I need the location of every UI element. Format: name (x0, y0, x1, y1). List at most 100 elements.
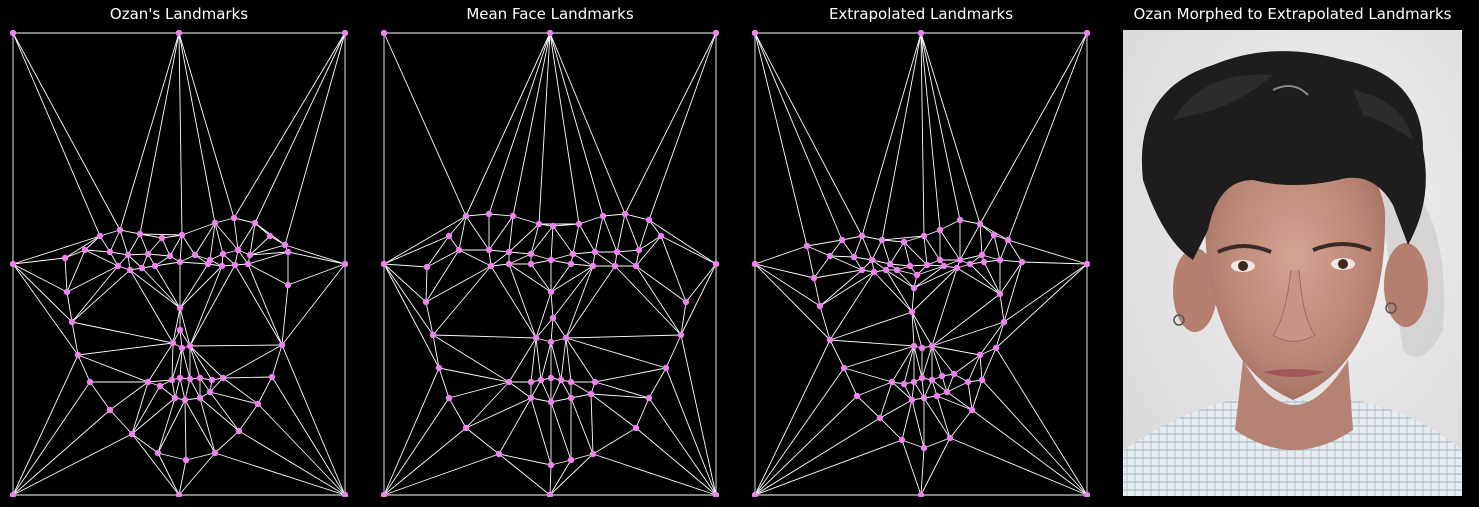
landmark-point (455, 246, 463, 254)
mesh-edge (64, 257, 68, 293)
mesh-edge (939, 229, 961, 261)
mesh-edge (624, 213, 640, 251)
mesh-edge (127, 233, 141, 256)
mesh-edge (535, 317, 554, 339)
morphed-face-photo (1123, 30, 1462, 496)
mesh-edge (488, 213, 514, 217)
mesh-edge (383, 367, 440, 496)
mesh-edge (680, 301, 687, 336)
landmark-point (234, 246, 242, 254)
mesh-edge (249, 222, 256, 256)
mesh-edge (383, 263, 440, 369)
mesh-edge (979, 354, 983, 381)
mesh-edge (861, 235, 873, 261)
mesh-edge (967, 381, 973, 411)
landmark-point (910, 378, 918, 386)
landmark-point (936, 226, 944, 234)
mesh-edge (901, 439, 922, 496)
mesh-edge (233, 217, 239, 251)
landmark-point (928, 342, 936, 350)
landmark-point (1083, 260, 1090, 268)
mesh-edge (432, 265, 492, 336)
landmark-point (978, 251, 986, 259)
mesh-edge (179, 377, 186, 401)
mesh-edge (921, 377, 925, 399)
landmark-point (621, 210, 629, 218)
landmark-point (485, 246, 493, 254)
mesh-edge (881, 239, 891, 265)
mesh-edge (189, 378, 201, 399)
landmark-point (910, 284, 918, 292)
mesh-edge (157, 397, 176, 454)
landmark-point (186, 342, 194, 350)
mesh-edge (512, 32, 551, 217)
landmark-point (712, 260, 719, 268)
mesh-edge (214, 452, 346, 496)
mesh-edge (856, 395, 881, 419)
mesh-edge (147, 237, 163, 255)
landmark-point (128, 430, 136, 438)
landmark-point (144, 378, 152, 386)
landmark-point (445, 232, 453, 240)
landmark-point (567, 456, 575, 464)
mesh-edge (956, 267, 1001, 295)
mesh-edge (161, 237, 171, 257)
mesh-edge (806, 239, 843, 247)
mesh-edge (648, 219, 662, 237)
landmark-point (853, 392, 861, 400)
mesh-edge (425, 301, 434, 336)
landmark-point (341, 30, 348, 37)
mesh-edge (12, 381, 91, 496)
landmark-point (908, 396, 916, 404)
mesh-edge (139, 32, 180, 235)
mesh-edge (602, 215, 618, 253)
landmark-point (682, 298, 690, 306)
mesh-edge (254, 222, 271, 237)
mesh-edge (199, 397, 216, 454)
landmark-point (923, 261, 931, 269)
mesh-edge (249, 244, 286, 256)
landmark-point (611, 262, 619, 270)
landmark-point (946, 434, 954, 442)
mesh-edge (535, 291, 552, 339)
landmark-point (505, 248, 513, 256)
mesh-edge (448, 215, 467, 237)
mesh-edge (590, 393, 637, 429)
mesh-edge (89, 381, 111, 411)
mesh-edge (648, 367, 667, 399)
mesh-edge (550, 225, 554, 261)
mesh-edge (635, 265, 682, 336)
mesh-edge (432, 334, 510, 383)
landmark-point (858, 266, 866, 274)
landmark-point (106, 406, 114, 414)
mesh-edge (881, 235, 925, 241)
mesh-edge (383, 263, 434, 336)
landmark-point (838, 236, 846, 244)
landmark-point (435, 364, 443, 372)
mesh-edge (214, 430, 240, 454)
landmark-point (1083, 30, 1090, 37)
landmark-point (341, 260, 348, 268)
landmark-point (527, 250, 535, 258)
mesh-edge (754, 32, 843, 241)
mesh-edge (635, 427, 717, 496)
mesh-edge (665, 334, 682, 369)
mesh-edge (12, 263, 79, 356)
mesh-edge (939, 219, 961, 231)
landmark-point (920, 232, 928, 240)
mesh-edge (238, 430, 346, 496)
landmark-point (230, 214, 238, 222)
mesh-edge (171, 342, 174, 381)
mesh-edge (565, 337, 572, 383)
mesh-edge (233, 217, 256, 224)
mesh-edge (147, 253, 171, 257)
mesh-edge (843, 345, 915, 369)
mesh-edge (999, 239, 1009, 261)
landmark-point (81, 246, 89, 254)
mesh-edge (903, 345, 915, 385)
mesh-edge (616, 249, 640, 253)
mesh-edge (284, 32, 346, 246)
mesh-edge (174, 377, 181, 399)
mesh-edge (383, 263, 428, 268)
mesh-edge (257, 376, 273, 405)
